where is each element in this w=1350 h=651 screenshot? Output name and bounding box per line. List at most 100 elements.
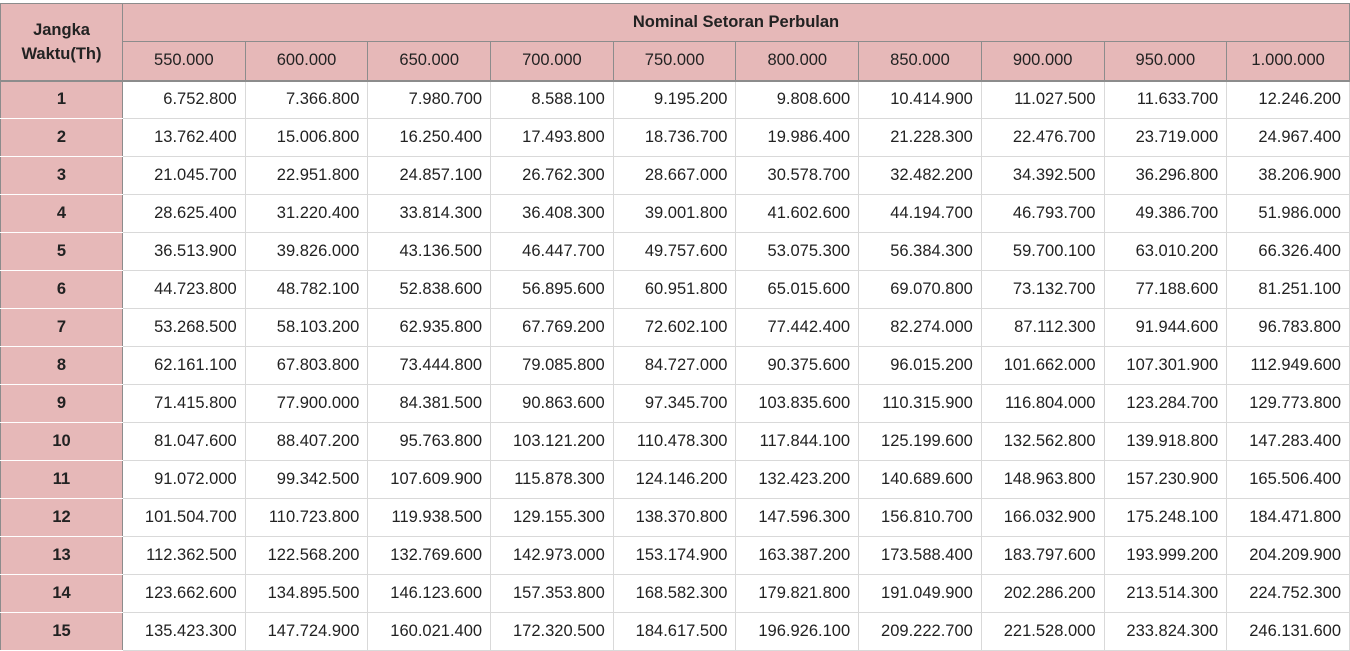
savings-total-cell: 79.085.800 (490, 346, 614, 385)
savings-total-cell: 112.362.500 (122, 536, 246, 575)
table-row: 11 91.072.000 99.342.500 107.609.900 115.878… (0, 460, 1350, 499)
table-row: 10 81.047.600 88.407.200 95.763.800 103.121.… (0, 422, 1350, 461)
savings-total-cell: 142.973.000 (490, 536, 614, 575)
savings-total-cell: 7.980.700 (367, 79, 492, 119)
savings-total-cell: 134.895.500 (244, 574, 369, 613)
savings-total-cell: 77.188.600 (1103, 270, 1228, 309)
deposit-amount-header: 900.000 (980, 41, 1105, 81)
savings-total-cell: 41.602.600 (735, 194, 860, 233)
savings-total-cell: 129.773.800 (1226, 384, 1350, 423)
savings-total-cell: 73.132.700 (980, 270, 1105, 309)
period-year-label: 1 (0, 79, 123, 119)
savings-total-cell: 204.209.900 (1226, 536, 1350, 575)
savings-total-cell: 73.444.800 (367, 346, 492, 385)
period-year-label: 5 (0, 232, 123, 271)
savings-total-cell: 129.155.300 (490, 498, 614, 537)
period-year-label: 3 (0, 156, 123, 195)
savings-total-cell: 119.938.500 (367, 498, 492, 537)
savings-total-cell: 49.386.700 (1103, 194, 1228, 233)
savings-total-cell: 22.476.700 (980, 118, 1105, 157)
period-header: Jangka Waktu(Th) (0, 3, 123, 81)
savings-total-cell: 191.049.900 (858, 574, 982, 613)
savings-total-cell: 224.752.300 (1226, 574, 1350, 613)
savings-total-cell: 60.951.800 (612, 270, 737, 309)
savings-total-cell: 19.986.400 (735, 118, 860, 157)
savings-total-cell: 49.757.600 (612, 232, 737, 271)
table-row: 5 36.513.900 39.826.000 43.136.500 46.447.70… (0, 232, 1350, 271)
savings-total-cell: 8.588.100 (490, 79, 614, 119)
savings-total-cell: 147.596.300 (735, 498, 860, 537)
savings-total-cell: 71.415.800 (122, 384, 246, 423)
deposit-amount-header-row: 550.000 600.000 650.000 700.000 750.000 800.0… (1, 41, 1350, 81)
table-row: 3 21.045.700 22.951.800 24.857.100 26.762.30… (0, 156, 1350, 195)
savings-total-cell: 179.821.800 (735, 574, 860, 613)
savings-total-cell: 62.935.800 (367, 308, 492, 347)
savings-total-cell: 15.006.800 (244, 118, 369, 157)
savings-total-cell: 175.248.100 (1103, 498, 1228, 537)
savings-total-cell: 30.578.700 (735, 156, 860, 195)
savings-total-cell: 160.021.400 (367, 612, 492, 651)
deposit-amount-header: 750.000 (612, 41, 737, 81)
deposit-amount-header: 850.000 (858, 41, 982, 81)
table-row: 14 123.662.600 134.895.500 146.123.600 157.3… (0, 574, 1350, 613)
savings-total-cell: 103.835.600 (735, 384, 860, 423)
deposit-header-title: Nominal Setoran Perbulan (122, 3, 1350, 42)
savings-total-cell: 99.342.500 (244, 460, 369, 499)
table-row: 1 6.752.800 7.366.800 7.980.700 8.588.100 9.1… (0, 79, 1350, 119)
savings-total-cell: 81.047.600 (122, 422, 246, 461)
period-year-label: 14 (0, 574, 123, 613)
savings-total-cell: 56.895.600 (490, 270, 614, 309)
savings-total-cell: 166.032.900 (980, 498, 1105, 537)
savings-total-cell: 23.719.000 (1103, 118, 1228, 157)
savings-total-cell: 172.320.500 (490, 612, 614, 651)
savings-total-cell: 125.199.600 (858, 422, 982, 461)
savings-total-cell: 96.015.200 (858, 346, 982, 385)
savings-total-cell: 77.900.000 (244, 384, 369, 423)
savings-total-cell: 12.246.200 (1226, 79, 1350, 119)
savings-total-cell: 196.926.100 (735, 612, 860, 651)
deposit-amount-header: 700.000 (490, 41, 614, 81)
savings-total-cell: 147.724.900 (244, 612, 369, 651)
table-row: 7 53.268.500 58.103.200 62.935.800 67.769.20… (0, 308, 1350, 347)
period-header-line2: Waktu(Th) (21, 44, 102, 63)
savings-total-cell: 116.804.000 (980, 384, 1105, 423)
period-year-label: 11 (0, 460, 123, 499)
savings-total-cell: 7.366.800 (244, 79, 369, 119)
savings-total-cell: 148.963.800 (980, 460, 1105, 499)
savings-total-cell: 135.423.300 (122, 612, 246, 651)
savings-total-cell: 44.194.700 (858, 194, 982, 233)
period-year-label: 8 (0, 346, 123, 385)
savings-total-cell: 183.797.600 (980, 536, 1105, 575)
savings-total-cell: 123.284.700 (1103, 384, 1228, 423)
table-row: 2 13.762.400 15.006.800 16.250.400 17.493.80… (0, 118, 1350, 157)
savings-total-cell: 9.195.200 (612, 79, 737, 119)
savings-total-cell: 6.752.800 (122, 79, 246, 119)
savings-total-cell: 91.944.600 (1103, 308, 1228, 347)
savings-total-cell: 46.793.700 (980, 194, 1105, 233)
savings-total-cell: 202.286.200 (980, 574, 1105, 613)
period-year-label: 9 (0, 384, 123, 423)
savings-total-cell: 213.514.300 (1103, 574, 1228, 613)
table-row: 15 135.423.300 147.724.900 160.021.400 172.3… (0, 612, 1350, 651)
savings-total-cell: 38.206.900 (1226, 156, 1350, 195)
savings-total-cell: 115.878.300 (490, 460, 614, 499)
savings-total-cell: 103.121.200 (490, 422, 614, 461)
savings-total-cell: 65.015.600 (735, 270, 860, 309)
savings-total-cell: 112.949.600 (1226, 346, 1350, 385)
savings-total-cell: 46.447.700 (490, 232, 614, 271)
savings-total-cell: 39.826.000 (244, 232, 369, 271)
savings-total-cell: 56.384.300 (858, 232, 982, 271)
savings-total-cell: 53.268.500 (122, 308, 246, 347)
savings-total-cell: 91.072.000 (122, 460, 246, 499)
savings-total-cell: 246.131.600 (1226, 612, 1350, 651)
savings-table: Jangka Waktu(Th) Nominal Setoran Perbula… (0, 3, 1350, 651)
savings-total-cell: 59.700.100 (980, 232, 1105, 271)
savings-total-cell: 82.274.000 (858, 308, 982, 347)
savings-total-cell: 36.296.800 (1103, 156, 1228, 195)
savings-total-cell: 44.723.800 (122, 270, 246, 309)
table-row: 6 44.723.800 48.782.100 52.838.600 56.895.60… (0, 270, 1350, 309)
savings-total-cell: 138.370.800 (612, 498, 737, 537)
savings-total-cell: 163.387.200 (735, 536, 860, 575)
table-row: 13 112.362.500 122.568.200 132.769.600 142.9… (0, 536, 1350, 575)
savings-total-cell: 81.251.100 (1226, 270, 1350, 309)
